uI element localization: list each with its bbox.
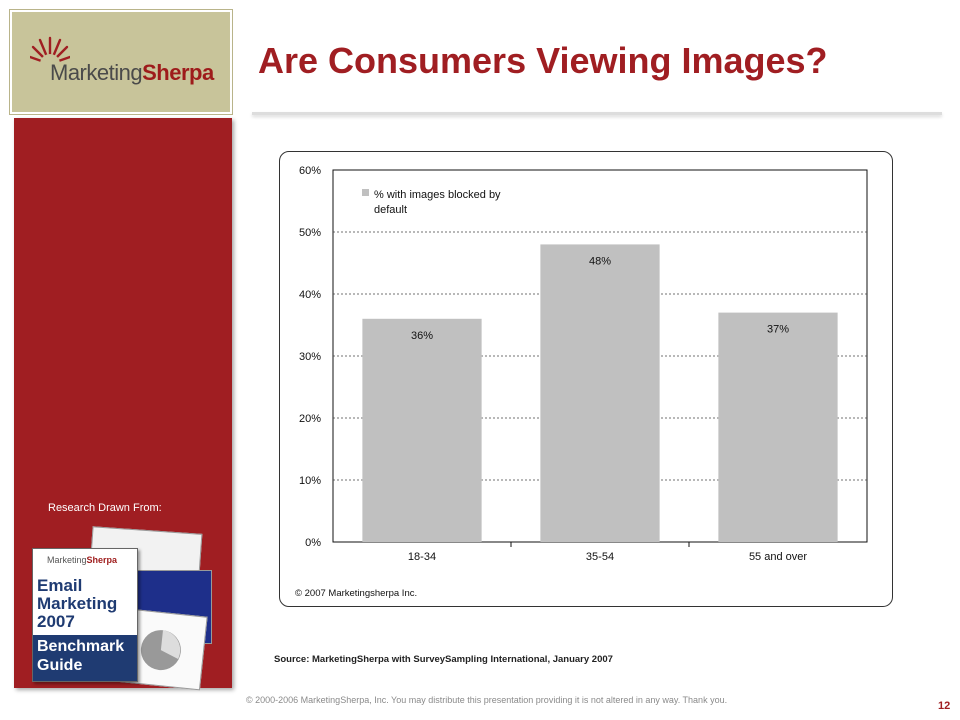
book-logo: MarketingSherpa — [47, 555, 118, 565]
logo-box: MarketingSherpa — [10, 10, 232, 114]
data-label: 48% — [589, 255, 611, 267]
slide-title: Are Consumers Viewing Images? — [258, 40, 828, 81]
chart-frame: 0% 10% 20% 30% 40% 50% 60% 36% 18-34 48% 35-54 37% 5… — [279, 151, 893, 607]
bar-chart: 0% 10% 20% 30% 40% 50% 60% 36% 18-34 48% 35-54 37% 5… — [295, 165, 868, 599]
pie-chart-icon — [140, 630, 181, 671]
bar — [718, 312, 838, 542]
y-tick-label: 20% — [299, 413, 321, 425]
title-divider — [252, 112, 942, 115]
legend-swatch — [362, 189, 369, 196]
y-tick-label: 60% — [299, 165, 321, 177]
data-label: 37% — [767, 324, 789, 336]
y-tick-label: 30% — [299, 351, 321, 363]
y-tick-label: 50% — [299, 227, 321, 239]
bar — [540, 244, 660, 542]
x-tick-label: 18-34 — [408, 551, 436, 563]
chart-copyright: © 2007 Marketingsherpa Inc. — [295, 588, 417, 599]
y-tick-label: 10% — [299, 475, 321, 487]
book-title: Email Marketing 2007 — [37, 576, 118, 631]
y-tick-label: 40% — [299, 289, 321, 301]
y-tick-label: 0% — [305, 537, 321, 549]
book-subtitle: Benchmark Guide — [37, 638, 125, 674]
x-tick-label: 35-54 — [586, 551, 614, 563]
book-banner: Benchmark Guide — [33, 635, 137, 681]
x-tick-label: 55 and over — [749, 551, 807, 563]
copyright-footer: © 2000-2006 MarketingSherpa, Inc. You ma… — [246, 695, 728, 705]
bar — [362, 318, 482, 542]
report-sheet-piechart — [112, 607, 208, 691]
research-label: Research Drawn From: — [48, 502, 162, 514]
legend-line-1: % with images blocked by — [374, 189, 501, 201]
source-note: Source: MarketingSherpa with SurveySampl… — [274, 654, 613, 665]
benchmark-guide-cover: MarketingSherpa Email Marketing 2007 Ben… — [32, 548, 138, 682]
sun-logo-icon — [30, 36, 70, 68]
page-number: 12 — [938, 700, 951, 712]
legend-line-2: default — [374, 204, 407, 216]
data-label: 36% — [411, 330, 433, 342]
sidebar: MarketingSherpa Research Drawn From: Mar… — [0, 0, 240, 720]
logo-wordmark: MarketingSherpa — [50, 60, 214, 85]
